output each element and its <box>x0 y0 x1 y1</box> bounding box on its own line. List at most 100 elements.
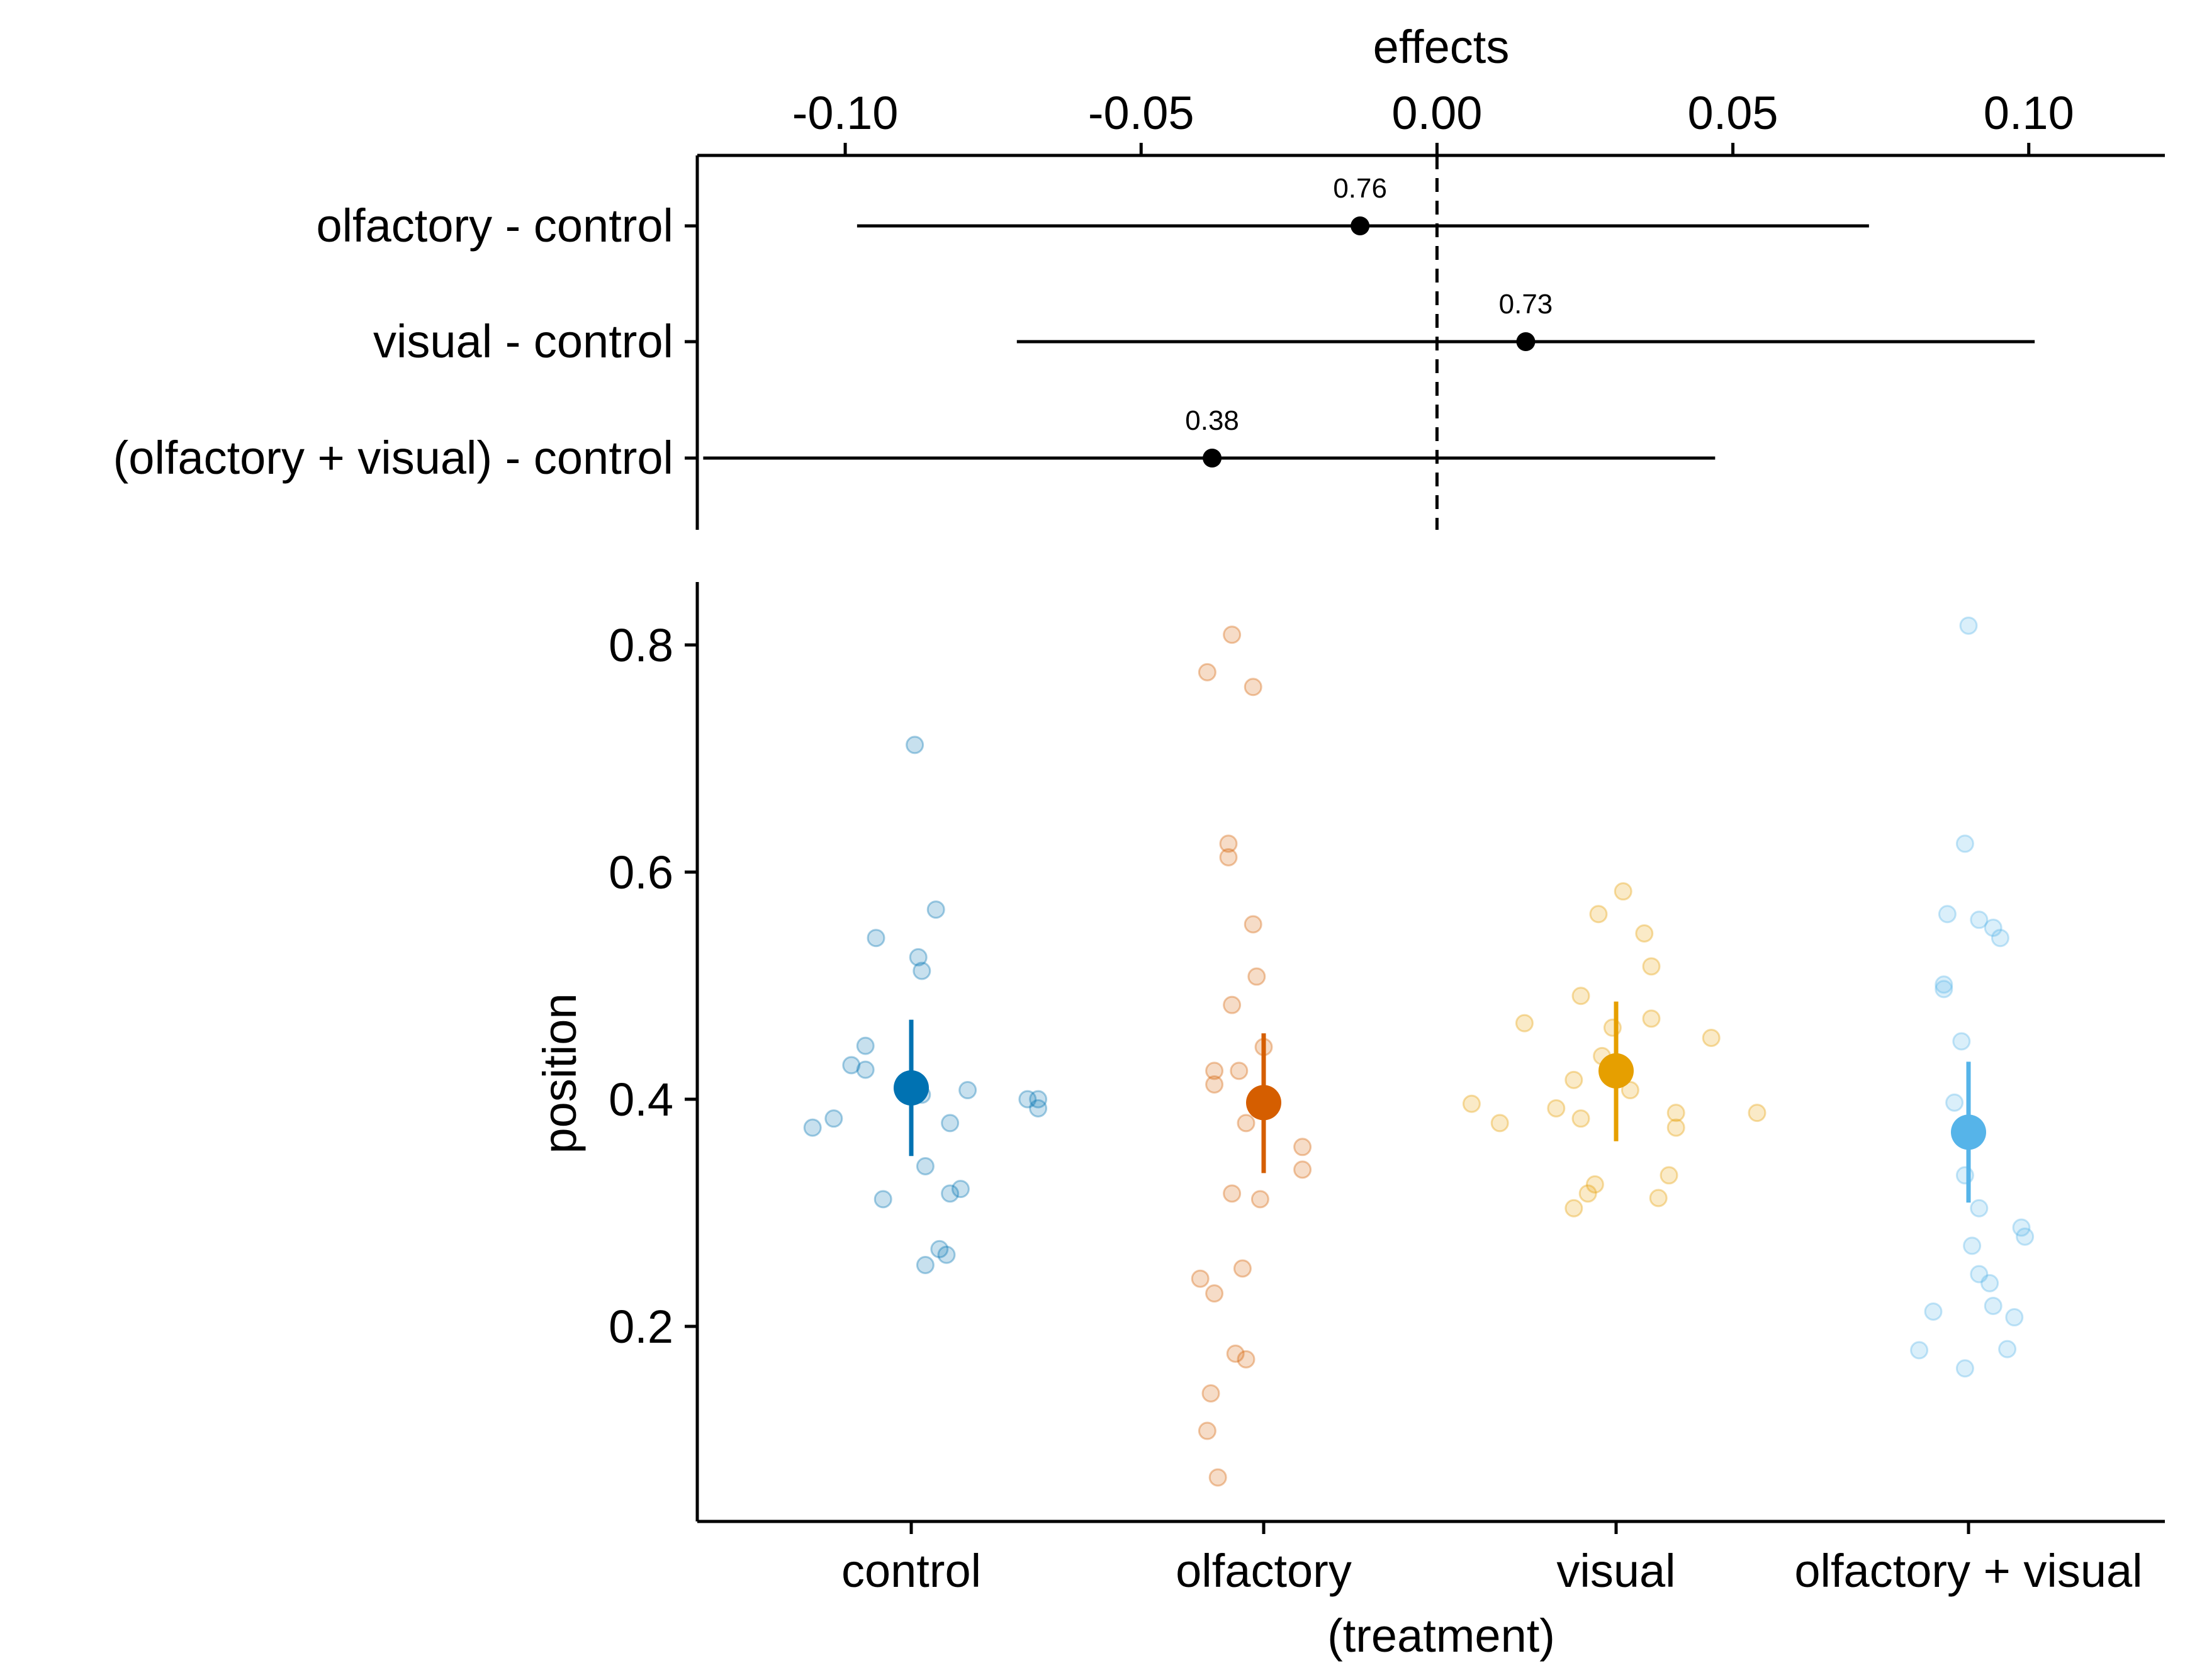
data-point <box>1666 1118 1685 1137</box>
data-point <box>1237 1350 1255 1369</box>
data-point <box>1635 924 1654 943</box>
effects-tick-label: 0.05 <box>1688 87 1778 139</box>
mean-point <box>894 1070 929 1106</box>
data-point <box>1938 905 1957 924</box>
data-point <box>867 929 885 948</box>
data-point <box>1029 1090 1048 1109</box>
data-point <box>941 1114 960 1133</box>
data-point <box>1191 1269 1210 1288</box>
mean-point <box>1246 1085 1281 1121</box>
data-point <box>1984 1297 2003 1316</box>
effects-tick-label: 0.10 <box>1984 87 2074 139</box>
data-point <box>1642 957 1661 976</box>
treatment-tick-label: olfactory <box>1176 1545 1352 1597</box>
mean-point <box>1951 1114 1986 1150</box>
data-point <box>1237 1114 1255 1133</box>
group-means <box>894 1001 1986 1203</box>
p-value-label: 0.73 <box>1499 289 1553 320</box>
data-point <box>1955 834 1974 853</box>
position-scatter-plot: 0.2 0.4 0.6 0.8 control olfactory visual olfac… <box>534 582 2165 1662</box>
data-point <box>941 1184 960 1203</box>
data-point <box>1963 1236 1982 1255</box>
data-point <box>1589 905 1608 924</box>
treatment-axis-title: (treatment) <box>1327 1610 1555 1662</box>
data-point <box>856 1036 875 1055</box>
row-label: olfactory - control <box>316 199 673 252</box>
p-value-label: 0.76 <box>1333 173 1387 204</box>
data-point <box>958 1081 977 1100</box>
data-point <box>1490 1114 1509 1133</box>
data-point <box>1244 678 1262 697</box>
data-point <box>1998 1340 2017 1358</box>
position-tick-label: 0.2 <box>609 1301 673 1353</box>
treatment-x-ticks: control olfactory visual olfactory + visual <box>841 1521 2143 1597</box>
effect-estimate-point <box>1516 332 1536 351</box>
data-point <box>1247 967 1266 986</box>
data-point <box>1515 1014 1534 1033</box>
effects-tick-label: -0.10 <box>792 87 899 139</box>
data-point <box>1585 1175 1604 1194</box>
data-point <box>1219 834 1238 853</box>
data-point <box>1219 848 1238 867</box>
data-point <box>1293 1160 1312 1179</box>
data-point <box>1748 1104 1767 1123</box>
data-point <box>824 1109 843 1128</box>
data-point <box>1226 1344 1245 1363</box>
data-point <box>2012 1218 2031 1237</box>
data-point <box>1970 1199 1989 1218</box>
data-point <box>1198 1421 1216 1440</box>
row-label: (olfactory + visual) - control <box>113 432 673 484</box>
data-point <box>842 1056 861 1075</box>
data-point <box>1250 1190 1269 1209</box>
data-point <box>1198 663 1216 681</box>
data-point <box>1547 1099 1566 1117</box>
jitter-points <box>803 616 2035 1487</box>
data-point <box>1614 882 1632 901</box>
effects-axis-ticks: -0.10 -0.05 0.00 0.05 0.10 <box>792 87 2074 155</box>
data-point <box>916 1156 935 1175</box>
data-point <box>1208 1468 1227 1487</box>
data-point <box>1223 995 1242 1014</box>
data-point <box>930 1240 949 1258</box>
effect-rows: olfactory - control 0.76 visual - control 0… <box>113 173 2035 484</box>
data-point <box>937 1245 956 1264</box>
data-point <box>1201 1384 1220 1403</box>
treatment-tick-label: olfactory + visual <box>1794 1545 2142 1597</box>
data-point <box>1649 1189 1668 1207</box>
data-point <box>1945 1093 1964 1112</box>
effects-forest-plot: effects -0.10 -0.05 0.00 0.05 0.10 olfactory… <box>113 21 2165 530</box>
data-point <box>1564 1070 1583 1089</box>
data-point <box>909 948 928 966</box>
effect-estimate-point <box>1203 449 1222 468</box>
data-point <box>1571 987 1590 1005</box>
data-point <box>1955 1359 1974 1378</box>
data-point <box>1293 1138 1312 1156</box>
data-point <box>1018 1090 1037 1109</box>
data-point <box>1935 980 1953 999</box>
treatment-tick-label: control <box>841 1545 981 1597</box>
data-point <box>856 1060 875 1079</box>
position-tick-label: 0.4 <box>609 1073 673 1126</box>
data-point <box>916 1256 935 1275</box>
data-point <box>1952 1032 1971 1051</box>
data-point <box>913 961 931 980</box>
data-point <box>1991 929 2009 948</box>
data-point <box>1970 1265 1989 1284</box>
data-point <box>1578 1184 1597 1203</box>
position-tick-label: 0.6 <box>609 846 673 899</box>
data-point <box>1223 1184 1242 1203</box>
data-point <box>873 1190 892 1209</box>
data-point <box>951 1180 970 1199</box>
data-point <box>1205 1284 1224 1303</box>
data-point <box>1702 1029 1721 1048</box>
data-point <box>1205 1061 1224 1080</box>
data-point <box>1029 1099 1048 1117</box>
data-point <box>1233 1259 1252 1278</box>
data-point <box>1564 1199 1583 1218</box>
effects-tick-label: -0.05 <box>1088 87 1194 139</box>
position-axis-title: position <box>534 993 586 1153</box>
data-point <box>1980 1274 1999 1292</box>
data-point <box>906 736 924 754</box>
treatment-tick-label: visual <box>1556 1545 1675 1597</box>
